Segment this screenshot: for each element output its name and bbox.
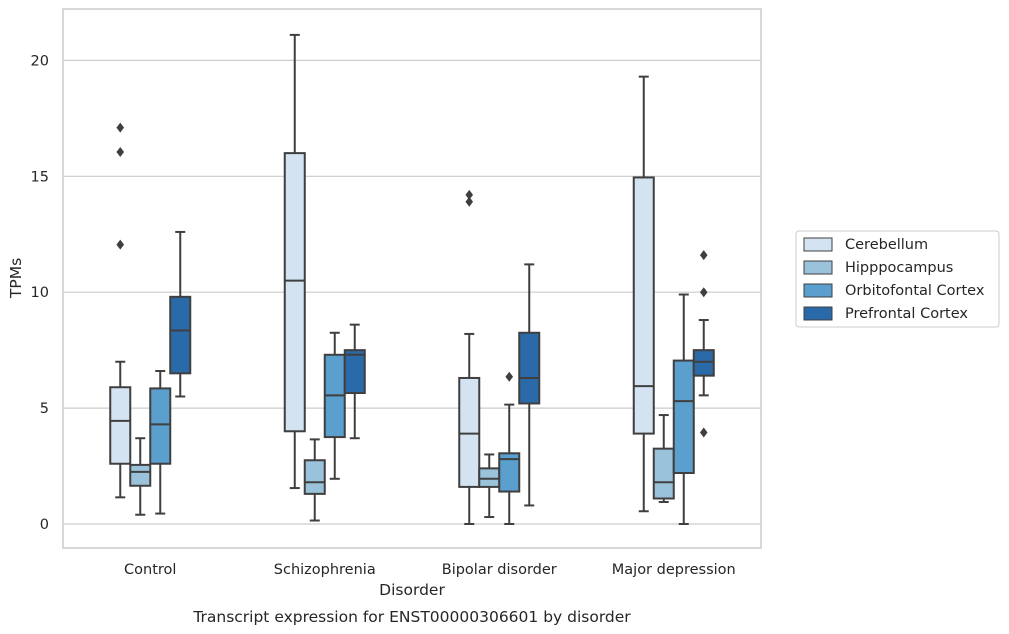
box-body xyxy=(303,459,326,495)
y-tick-label: 10 xyxy=(31,285,49,301)
legend-swatch xyxy=(803,306,833,321)
box-body xyxy=(518,331,541,405)
box-hipppocampus xyxy=(652,414,675,503)
box-cerebellum xyxy=(109,122,132,499)
outlier-point xyxy=(699,287,708,298)
box-body xyxy=(652,447,675,500)
box-body xyxy=(478,467,501,488)
chart-caption: Transcript expression for ENST0000030660… xyxy=(192,608,631,626)
plot-frame xyxy=(62,8,762,549)
box-cerebellum xyxy=(458,189,481,525)
x-tick-label: Control xyxy=(124,562,176,578)
outlier-point xyxy=(699,427,708,438)
x-tick-label: Schizophrenia xyxy=(274,562,376,578)
box-body xyxy=(149,387,172,465)
y-tick-label: 15 xyxy=(31,169,49,185)
legend-label: Cerebellum xyxy=(845,237,928,253)
outlier-point xyxy=(465,189,474,200)
box-body xyxy=(692,349,715,377)
x-axis-title: Disorder xyxy=(379,581,445,599)
x-tick-label: Major depression xyxy=(612,562,736,578)
y-tick-label: 0 xyxy=(40,517,49,533)
outlier-point xyxy=(505,371,514,382)
box-orbitofontal-cortex xyxy=(498,371,521,525)
box-body xyxy=(109,386,132,465)
outlier-point xyxy=(116,146,125,157)
box-groups xyxy=(109,33,715,525)
y-tick-label: 5 xyxy=(40,401,49,417)
outlier-point xyxy=(465,196,474,207)
legend-label: Orbitofontal Cortex xyxy=(845,283,985,299)
box-prefrontal-cortex xyxy=(343,323,366,440)
box-body xyxy=(458,376,481,488)
x-tick-label: Bipolar disorder xyxy=(442,562,557,578)
box-prefrontal-cortex xyxy=(169,230,192,398)
box-body xyxy=(129,463,152,487)
outlier-point xyxy=(699,250,708,261)
box-cerebellum xyxy=(283,33,306,490)
y-tick-labels: 0 5 10 15 20 xyxy=(31,53,49,533)
outlier-point xyxy=(116,122,125,133)
legend-label: Prefrontal Cortex xyxy=(845,306,968,322)
legend-swatch xyxy=(803,283,833,298)
box-cerebellum xyxy=(632,75,655,513)
box-hipppocampus xyxy=(478,453,501,519)
box-hipppocampus xyxy=(129,437,152,516)
box-prefrontal-cortex xyxy=(692,250,715,438)
legend-swatch xyxy=(803,260,833,275)
x-tick-labels: Control Schizophrenia Bipolar disorder Majo… xyxy=(124,562,736,578)
box-prefrontal-cortex xyxy=(518,263,541,507)
box-body xyxy=(169,295,192,375)
box-orbitofontal-cortex xyxy=(672,293,695,525)
box-body xyxy=(672,359,695,475)
legend-frame xyxy=(795,230,1000,328)
legend-swatch xyxy=(803,237,833,252)
box-hipppocampus xyxy=(303,438,326,522)
box-body xyxy=(632,176,655,435)
box-body xyxy=(498,452,521,493)
y-tick-label: 20 xyxy=(31,53,49,69)
legend: Cerebellum Hipppocampus Orbitofontal Corte… xyxy=(795,230,1000,328)
box-orbitofontal-cortex xyxy=(149,370,172,515)
box-orbitofontal-cortex xyxy=(323,331,346,480)
box-body xyxy=(283,152,306,433)
y-axis-title: TPMs xyxy=(7,258,25,299)
legend-label: Hipppocampus xyxy=(845,260,953,276)
outlier-point xyxy=(116,239,125,250)
box-body xyxy=(343,349,366,395)
